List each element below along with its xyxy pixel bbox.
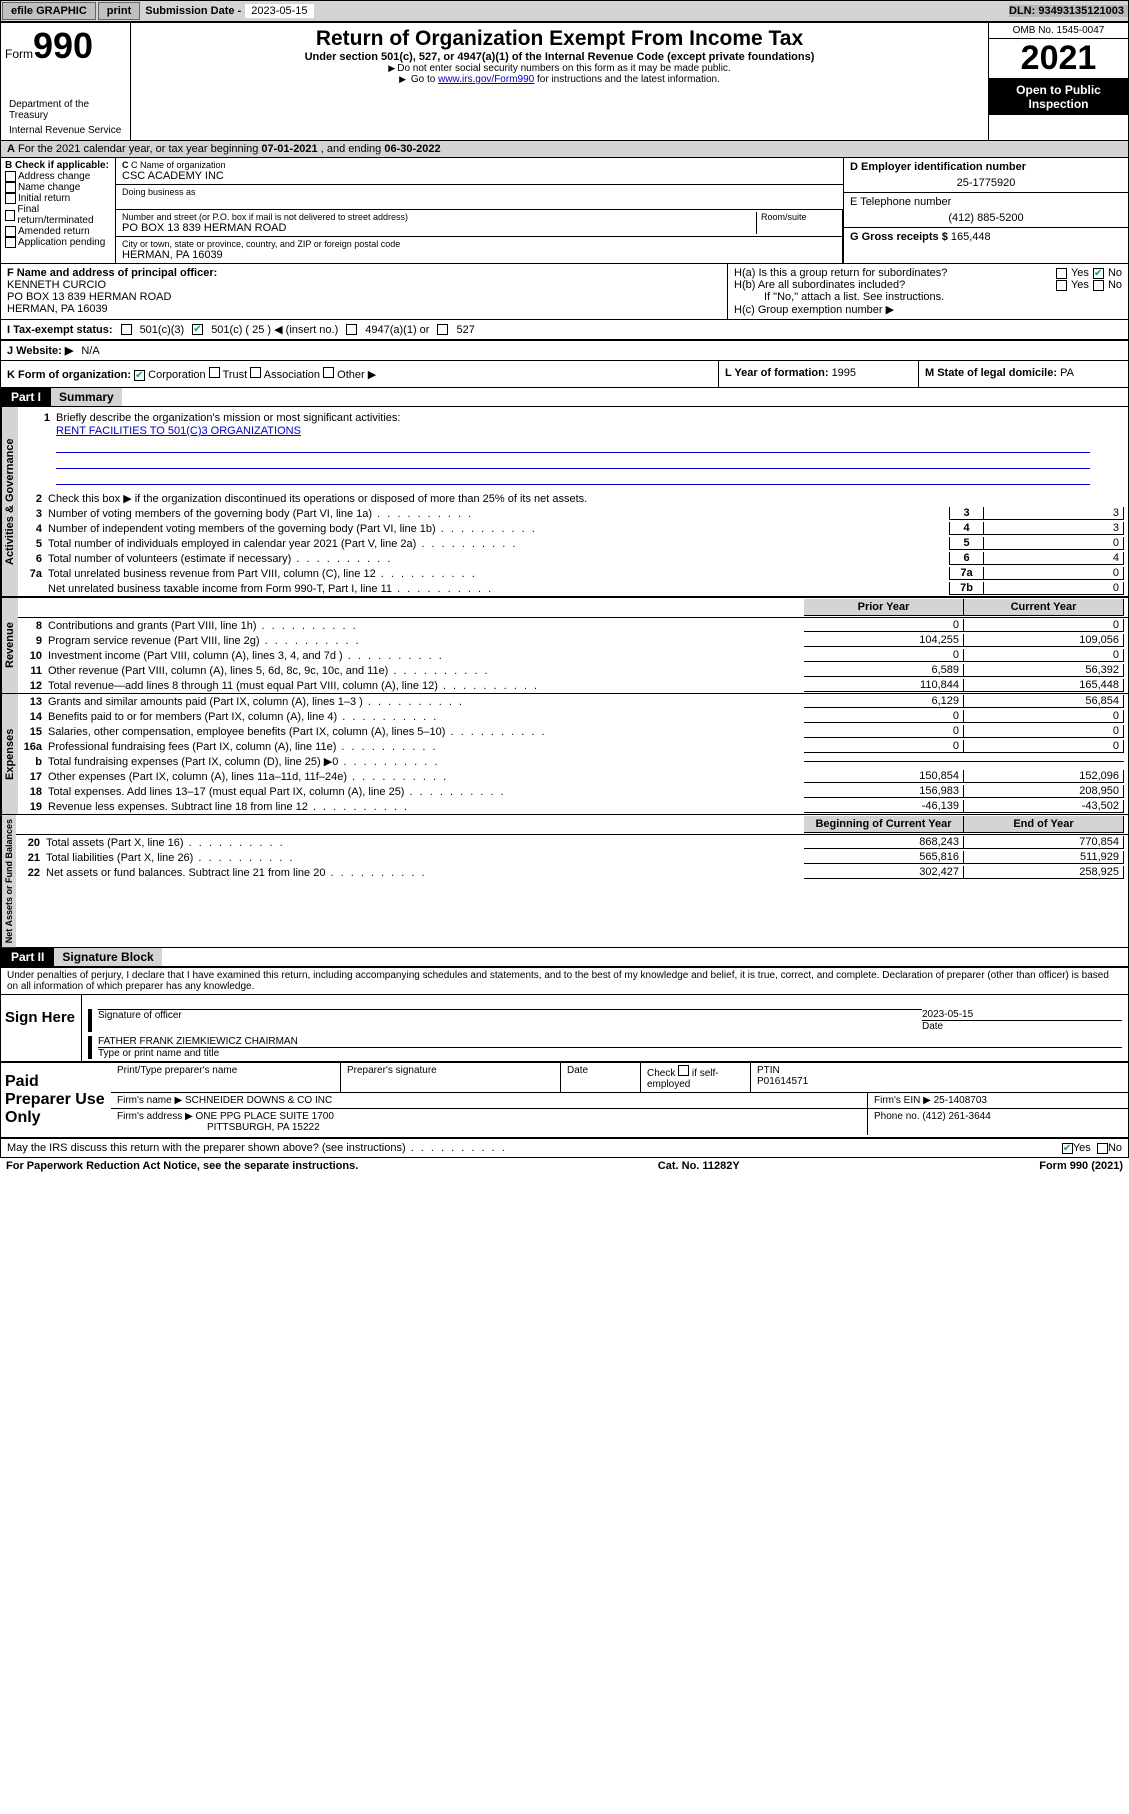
form-note-ssn: Do not enter social security numbers on … <box>135 63 984 74</box>
chk-hb-no[interactable] <box>1093 280 1104 291</box>
firm-name: SCHNEIDER DOWNS & CO INC <box>185 1095 332 1106</box>
firm-phone: (412) 261-3644 <box>922 1111 990 1122</box>
form-note-link: Go to www.irs.gov/Form990 for instructio… <box>135 74 984 85</box>
part1-title: Summary <box>51 388 122 406</box>
name-label: C C Name of organization <box>122 160 837 170</box>
gross-receipts: 165,448 <box>951 231 991 243</box>
submission-label: Submission Date - <box>141 5 245 17</box>
chk-501c[interactable] <box>192 324 203 335</box>
website: N/A <box>81 345 99 357</box>
sig-declaration: Under penalties of perjury, I declare th… <box>1 967 1128 994</box>
chk-amended[interactable] <box>5 226 16 237</box>
efile-button[interactable]: efile GRAPHIC <box>2 2 96 20</box>
year-formation: 1995 <box>832 367 856 379</box>
chk-hb-yes[interactable] <box>1056 280 1067 291</box>
irs-link[interactable]: www.irs.gov/Form990 <box>438 74 534 85</box>
omb-number: OMB No. 1545-0047 <box>989 23 1128 39</box>
chk-address-change[interactable] <box>5 171 16 182</box>
vert-revenue: Revenue <box>1 598 18 693</box>
part2-header: Part II <box>1 948 54 966</box>
chk-self-employed[interactable] <box>678 1065 689 1076</box>
telephone: (412) 885-5200 <box>850 208 1122 224</box>
chk-501c3[interactable] <box>121 324 132 335</box>
chk-pending[interactable] <box>5 237 16 248</box>
form-title: Return of Organization Exempt From Incom… <box>135 27 984 51</box>
form-label: Form <box>5 47 33 61</box>
chk-other[interactable] <box>323 367 334 378</box>
part2-title: Signature Block <box>54 948 161 966</box>
officer-name: KENNETH CURCIO <box>7 279 721 291</box>
state-domicile: PA <box>1060 367 1074 379</box>
chk-initial[interactable] <box>5 193 16 204</box>
org-name: CSC ACADEMY INC <box>122 170 837 182</box>
form-990: Form990 Department of the Treasury Inter… <box>0 22 1129 1158</box>
open-public: Open to Public Inspection <box>989 79 1128 115</box>
officer-sig-name: FATHER FRANK ZIEMKIEWICZ CHAIRMAN <box>98 1036 1122 1047</box>
chk-assoc[interactable] <box>250 367 261 378</box>
officer-addr2: HERMAN, PA 16039 <box>7 303 721 315</box>
sign-here: Sign Here <box>1 995 81 1061</box>
chk-discuss-no[interactable] <box>1097 1143 1108 1154</box>
chk-ha-yes[interactable] <box>1056 268 1067 279</box>
chk-corp[interactable] <box>134 370 145 381</box>
vert-expenses: Expenses <box>1 694 18 814</box>
line-a: A For the 2021 calendar year, or tax yea… <box>1 141 1128 158</box>
org-city: HERMAN, PA 16039 <box>122 249 836 261</box>
form-subtitle: Under section 501(c), 527, or 4947(a)(1)… <box>135 51 984 63</box>
footer-left: For Paperwork Reduction Act Notice, see … <box>6 1160 358 1172</box>
chk-trust[interactable] <box>209 367 220 378</box>
toolbar: efile GRAPHIC print Submission Date - 20… <box>0 0 1129 22</box>
chk-discuss-yes[interactable] <box>1062 1143 1073 1154</box>
officer-addr1: PO BOX 13 839 HERMAN ROAD <box>7 291 721 303</box>
chk-4947[interactable] <box>346 324 357 335</box>
sig-date: 2023-05-15 <box>922 1009 1122 1020</box>
section-b: B Check if applicable: Address change Na… <box>1 158 116 263</box>
firm-ein: 25-1408703 <box>934 1095 987 1106</box>
paid-preparer-label: Paid Preparer Use Only <box>1 1063 111 1137</box>
chk-final[interactable] <box>5 210 15 221</box>
org-address: PO BOX 13 839 HERMAN ROAD <box>122 222 756 234</box>
dept-treasury: Department of the Treasury <box>5 97 126 123</box>
ein: 25-1775920 <box>850 173 1122 189</box>
mission-text: RENT FACILITIES TO 501(C)3 ORGANIZATIONS <box>56 425 301 437</box>
vert-governance: Activities & Governance <box>1 407 18 596</box>
ptin: P01614571 <box>757 1076 808 1087</box>
chk-name-change[interactable] <box>5 182 16 193</box>
tax-year: 2021 <box>989 39 1128 79</box>
chk-527[interactable] <box>437 324 448 335</box>
firm-addr2: PITTSBURGH, PA 15222 <box>117 1122 320 1133</box>
dba-label: Doing business as <box>122 187 837 197</box>
footer-right: Form 990 (2021) <box>1039 1160 1123 1172</box>
footer-mid: Cat. No. 11282Y <box>658 1160 740 1172</box>
print-button[interactable]: print <box>98 2 140 20</box>
chk-ha-no[interactable] <box>1093 268 1104 279</box>
firm-addr1: ONE PPG PLACE SUITE 1700 <box>196 1111 334 1122</box>
vert-net-assets: Net Assets or Fund Balances <box>1 815 16 947</box>
dln: DLN: 93493135121003 <box>1009 5 1128 17</box>
part1-header: Part I <box>1 388 51 406</box>
irs-label: Internal Revenue Service <box>5 123 126 138</box>
submission-date: 2023-05-15 <box>245 4 313 18</box>
form-number: 990 <box>33 25 93 66</box>
